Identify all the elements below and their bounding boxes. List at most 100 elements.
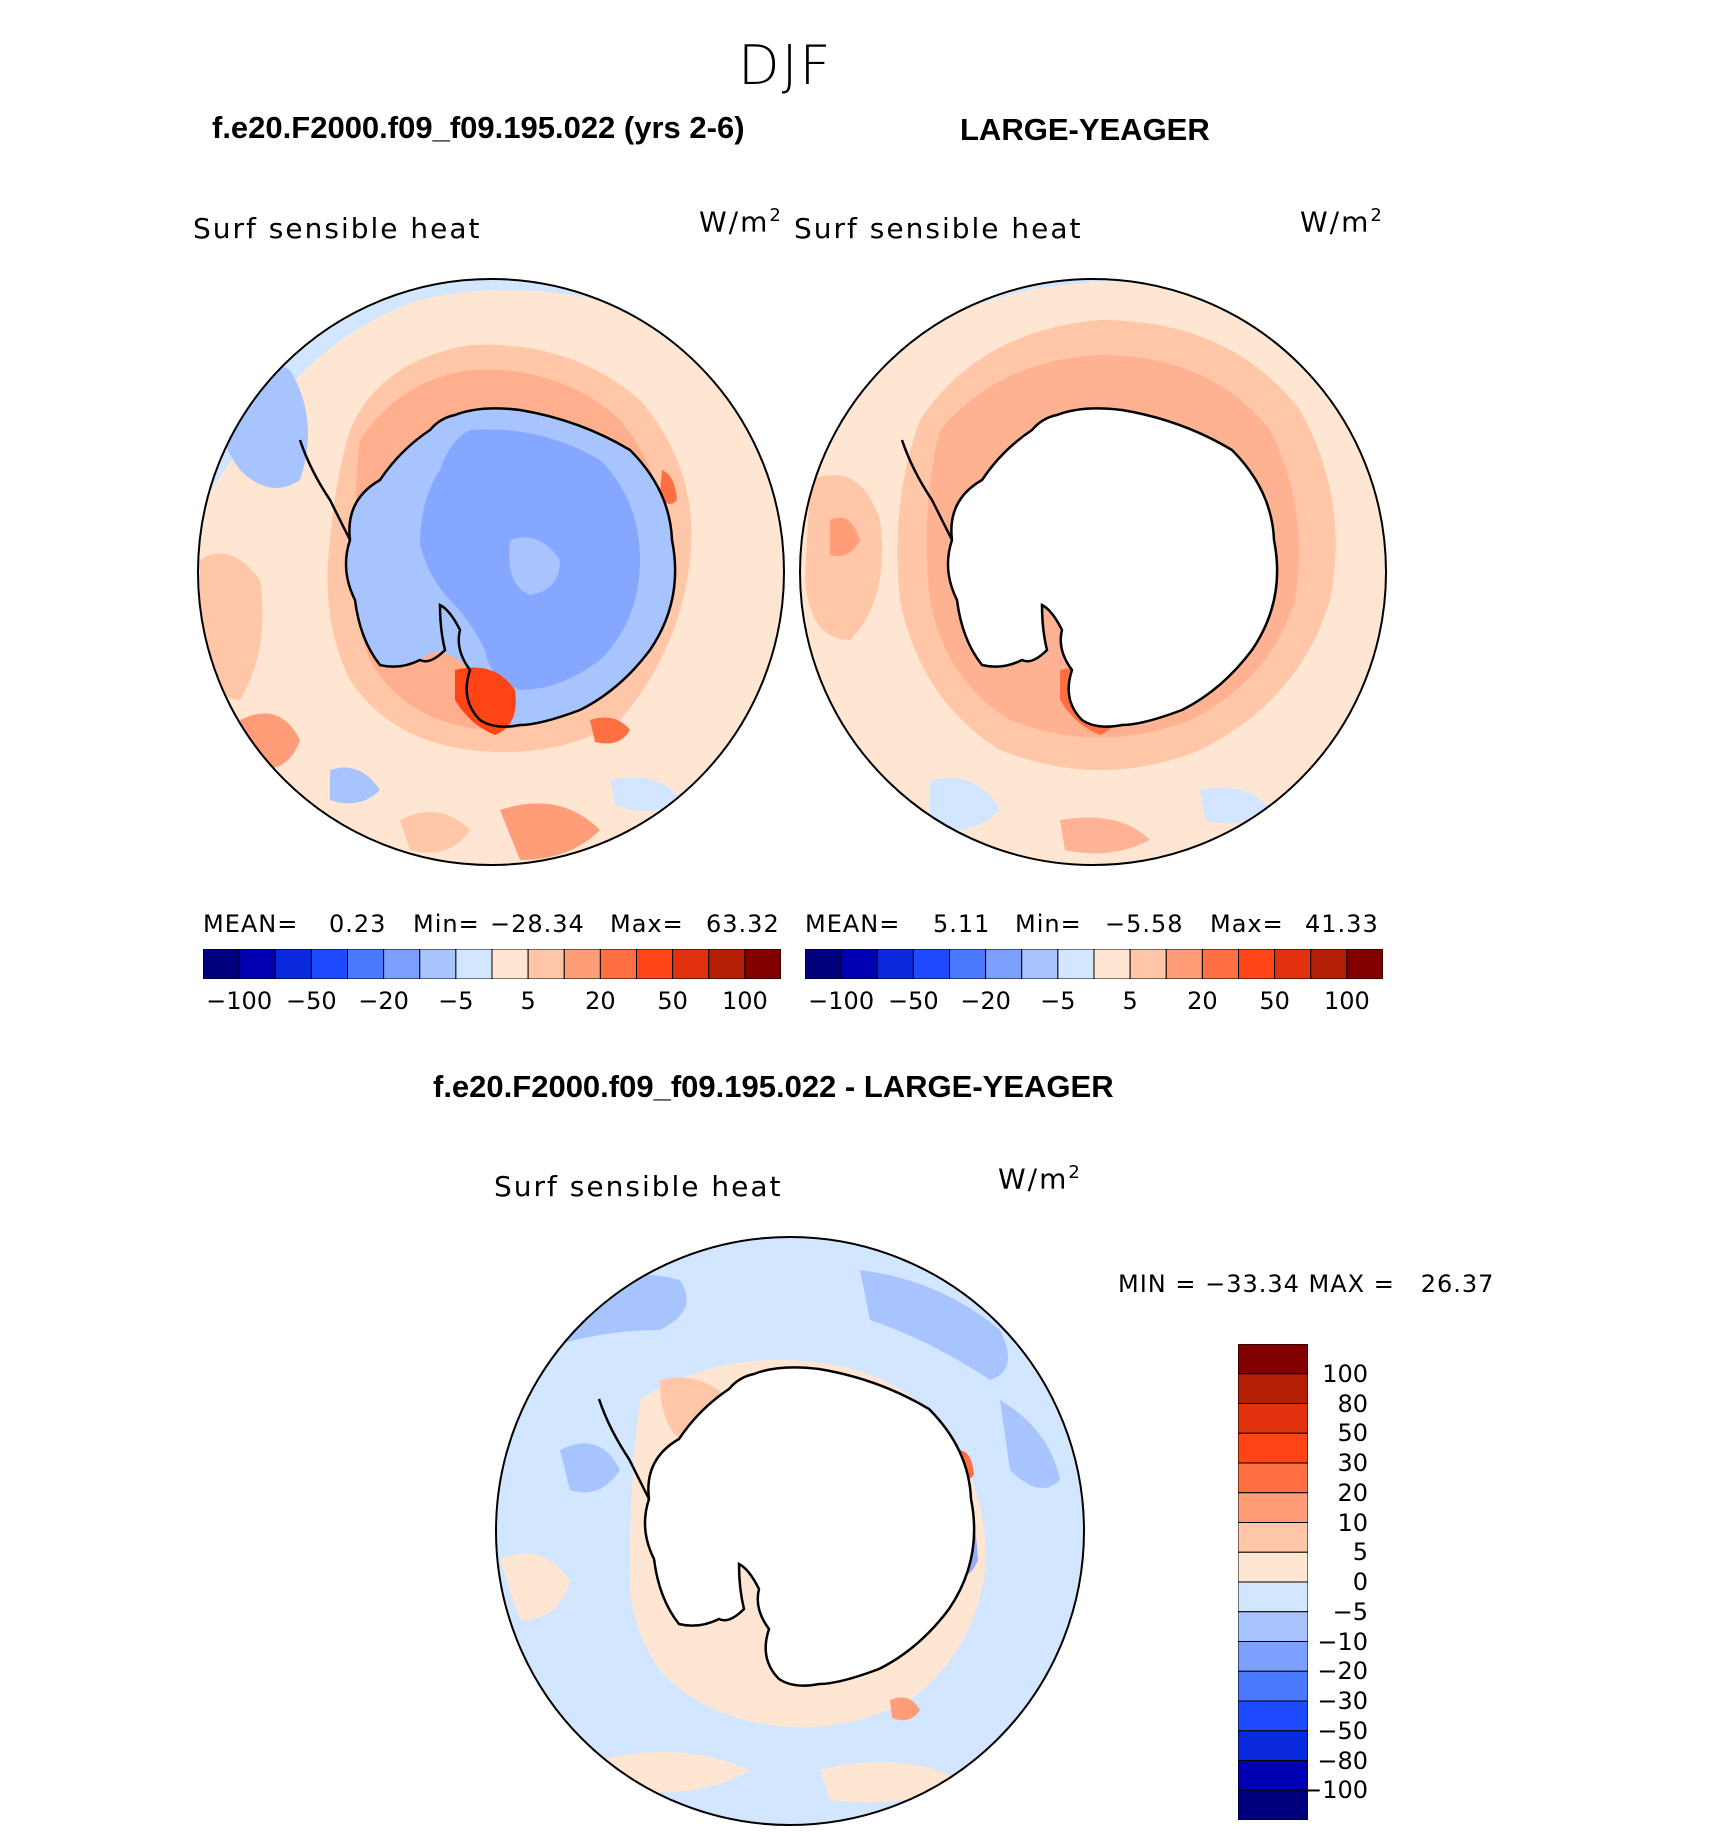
left-colorbar-box — [527, 949, 565, 979]
left-colorbar-box — [599, 949, 637, 979]
left-colorbar-ticks: −100 −50 −20 −5 5 20 50 100 — [203, 987, 781, 1017]
right-colorbar-box — [949, 949, 987, 979]
left-min-value: −28.34 — [490, 910, 585, 938]
right-colorbar-box — [1093, 949, 1131, 979]
diff-colorbar-tick-label: −100 — [1302, 1776, 1368, 1805]
right-colorbar-box — [1129, 949, 1167, 979]
diff-colorbar-tick-label: 50 — [1337, 1419, 1368, 1448]
right-mean-label: MEAN= — [805, 910, 901, 938]
diff-colorbar-box — [1238, 1492, 1308, 1523]
diff-colorbar-box — [1238, 1670, 1308, 1702]
left-max-value: 63.32 — [706, 910, 780, 938]
left-colorbar-box — [672, 949, 710, 979]
left-colorbar-box — [203, 949, 240, 979]
right-colorbar-box — [876, 949, 914, 979]
right-colorbar-box — [985, 949, 1023, 979]
left-mean-label: MEAN= — [203, 910, 299, 938]
diff-minmax: MIN = −33.34 MAX = 26.37 — [1118, 1270, 1495, 1298]
right-colorbar-box — [840, 949, 878, 979]
right-colorbar-tick-label: 100 — [1323, 987, 1370, 1015]
right-colorbar-tick-label: 20 — [1187, 987, 1218, 1015]
left-stats: MEAN= 0.23 Min= −28.34 Max= 63.32 — [203, 910, 781, 938]
right-colorbar-tick-label: −100 — [808, 987, 875, 1015]
left-colorbar — [203, 949, 781, 979]
right-colorbar — [805, 949, 1383, 979]
right-max-label: Max= — [1210, 910, 1284, 938]
right-colorbar-tick-label: 50 — [1259, 987, 1290, 1015]
diff-colorbar-box — [1238, 1462, 1308, 1494]
right-variable-label: Surf sensible heat — [794, 212, 1083, 245]
diff-colorbar-box — [1238, 1373, 1308, 1404]
left-map-frame — [197, 278, 785, 866]
diff-colorbar-tick-label: −10 — [1317, 1627, 1368, 1656]
right-colorbar-box — [1057, 949, 1095, 979]
diff-colorbar-tick-label: 10 — [1337, 1508, 1368, 1537]
left-colorbar-box — [708, 949, 746, 979]
left-colorbar-box — [636, 949, 674, 979]
left-colorbar-box — [491, 949, 529, 979]
left-colorbar-tick-label: 20 — [585, 987, 616, 1015]
diff-colorbar-tick-label: −50 — [1317, 1716, 1368, 1745]
diff-colorbar-tick-label: −30 — [1317, 1687, 1368, 1715]
right-map-frame — [799, 278, 1387, 866]
diff-colorbar-box — [1238, 1641, 1308, 1672]
diff-colorbar-box — [1238, 1789, 1308, 1820]
right-max-value: 41.33 — [1305, 910, 1379, 938]
left-colorbar-box — [383, 949, 421, 979]
right-units-label: W/m2 — [1300, 205, 1384, 239]
left-colorbar-tick-label: 5 — [520, 987, 536, 1015]
diff-variable-label: Surf sensible heat — [494, 1170, 783, 1203]
right-colorbar-box — [1165, 949, 1203, 979]
diff-colorbar — [1238, 1344, 1308, 1820]
left-mean-value: 0.23 — [329, 910, 387, 938]
right-min-label: Min= — [1015, 910, 1082, 938]
right-colorbar-box — [805, 949, 842, 979]
diff-colorbar-box — [1238, 1700, 1308, 1732]
right-colorbar-box — [1021, 949, 1059, 979]
right-colorbar-tick-label: −20 — [960, 987, 1011, 1015]
left-min-label: Min= — [413, 910, 480, 938]
right-colorbar-tick-label: −50 — [888, 987, 939, 1015]
diff-map — [496, 1237, 1084, 1825]
left-colorbar-tick-label: −20 — [358, 987, 409, 1015]
right-colorbar-box — [912, 949, 950, 979]
right-min-value: −5.58 — [1105, 910, 1184, 938]
diff-colorbar-box — [1238, 1581, 1308, 1613]
diff-colorbar-box — [1238, 1403, 1308, 1434]
left-map — [198, 279, 784, 865]
diff-colorbar-box — [1238, 1551, 1308, 1583]
diff-colorbar-tick-label: −80 — [1317, 1746, 1368, 1775]
right-stats: MEAN= 5.11 Min= −5.58 Max= 41.33 — [805, 910, 1383, 938]
diff-colorbar-box — [1238, 1611, 1308, 1642]
left-colorbar-box — [274, 949, 312, 979]
right-colorbar-box — [1274, 949, 1312, 979]
right-panel-title: LARGE-YEAGER — [960, 112, 1210, 147]
right-colorbar-box — [1201, 949, 1239, 979]
diff-colorbar-tick-label: −5 — [1332, 1597, 1368, 1626]
left-colorbar-box — [310, 949, 348, 979]
left-colorbar-tick-label: 50 — [657, 987, 688, 1015]
left-colorbar-box — [419, 949, 457, 979]
left-max-label: Max= — [610, 910, 684, 938]
right-colorbar-ticks: −100 −50 −20 −5 5 20 50 100 — [805, 987, 1383, 1017]
diff-colorbar-ticks: 100 80 50 30 20 10 5 0 −5 −10 −20 −30 −50 −80 −100 — [1302, 1344, 1432, 1820]
diff-colorbar-tick-label: 20 — [1337, 1478, 1368, 1507]
diff-colorbar-box — [1238, 1432, 1308, 1464]
diff-panel-title: f.e20.F2000.f09_f09.195.022 - LARGE-YEAG… — [433, 1069, 1114, 1104]
right-colorbar-box — [1238, 949, 1276, 979]
right-map — [800, 279, 1386, 865]
diff-colorbar-tick-label: −20 — [1317, 1657, 1368, 1686]
left-colorbar-tick-label: −50 — [286, 987, 337, 1015]
diff-colorbar-tick-label: 5 — [1352, 1538, 1368, 1567]
diff-colorbar-box — [1238, 1522, 1308, 1553]
left-colorbar-tick-label: −100 — [206, 987, 273, 1015]
left-colorbar-box — [238, 949, 276, 979]
left-colorbar-tick-label: −5 — [438, 987, 474, 1015]
left-colorbar-box — [744, 949, 781, 979]
left-colorbar-box — [455, 949, 493, 979]
right-colorbar-box — [1310, 949, 1348, 979]
figure-suptitle: DJF — [738, 34, 833, 97]
diff-colorbar-tick-label: 100 — [1322, 1359, 1368, 1388]
diff-colorbar-box — [1238, 1344, 1308, 1375]
